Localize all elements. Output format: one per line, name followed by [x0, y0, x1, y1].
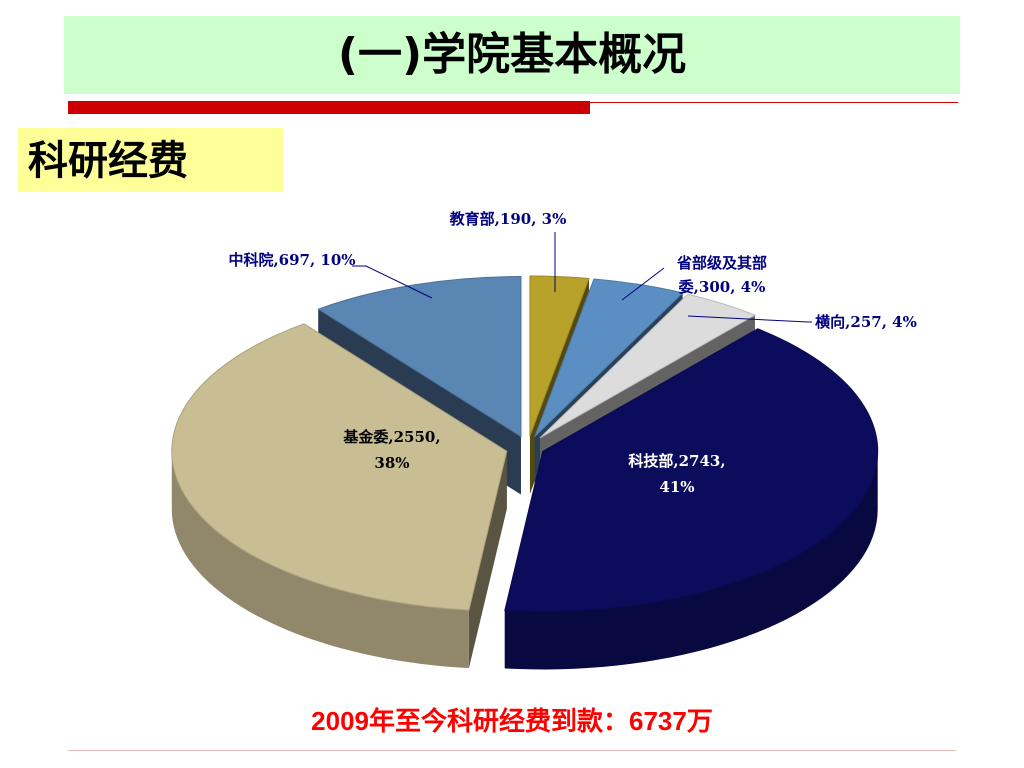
slice-rim	[504, 451, 878, 670]
data-label-基金委: 基金委,2550,	[342, 428, 440, 446]
footer-divider	[68, 750, 956, 751]
leader-line-中科院	[352, 265, 433, 299]
slice-top	[529, 275, 590, 437]
title-banner: (一)学院基本概况	[64, 16, 960, 94]
page-title: (一)学院基本概况	[337, 29, 687, 80]
data-label-省部级及其部委: 省部级及其部	[676, 254, 767, 272]
data-label-教育部: 教育部,190, 3%	[449, 210, 567, 228]
slice-top	[539, 293, 757, 439]
data-label-横向: 横向,257, 4%	[815, 313, 917, 331]
data-label-科技部: 科技部,2743,	[628, 452, 725, 470]
slice-top	[534, 278, 684, 437]
slice-top	[317, 276, 522, 438]
footer-summary: 2009年至今科研经费到款：6737万	[311, 706, 713, 736]
slice-top	[171, 323, 508, 611]
data-label-科技部: 41%	[659, 478, 694, 496]
pie-slice-基金委	[171, 323, 508, 669]
section-heading: 科研经费	[28, 138, 188, 184]
title-underline-thin	[590, 102, 958, 103]
leader-line-横向	[687, 315, 812, 323]
slice-wall	[468, 451, 507, 669]
title-underline-thick	[68, 101, 590, 114]
data-label-基金委: 38%	[374, 454, 409, 472]
leader-line-省部级及其部委	[621, 267, 665, 301]
pie-slice-科技部	[504, 328, 879, 670]
data-label-中科院: 中科院,697, 10%	[228, 251, 355, 269]
slice-top	[504, 328, 879, 612]
section-heading-box: 科研经费	[18, 128, 283, 192]
data-label-省部级及其部委: 委,300, 4%	[679, 278, 766, 296]
slice-rim	[171, 451, 469, 669]
